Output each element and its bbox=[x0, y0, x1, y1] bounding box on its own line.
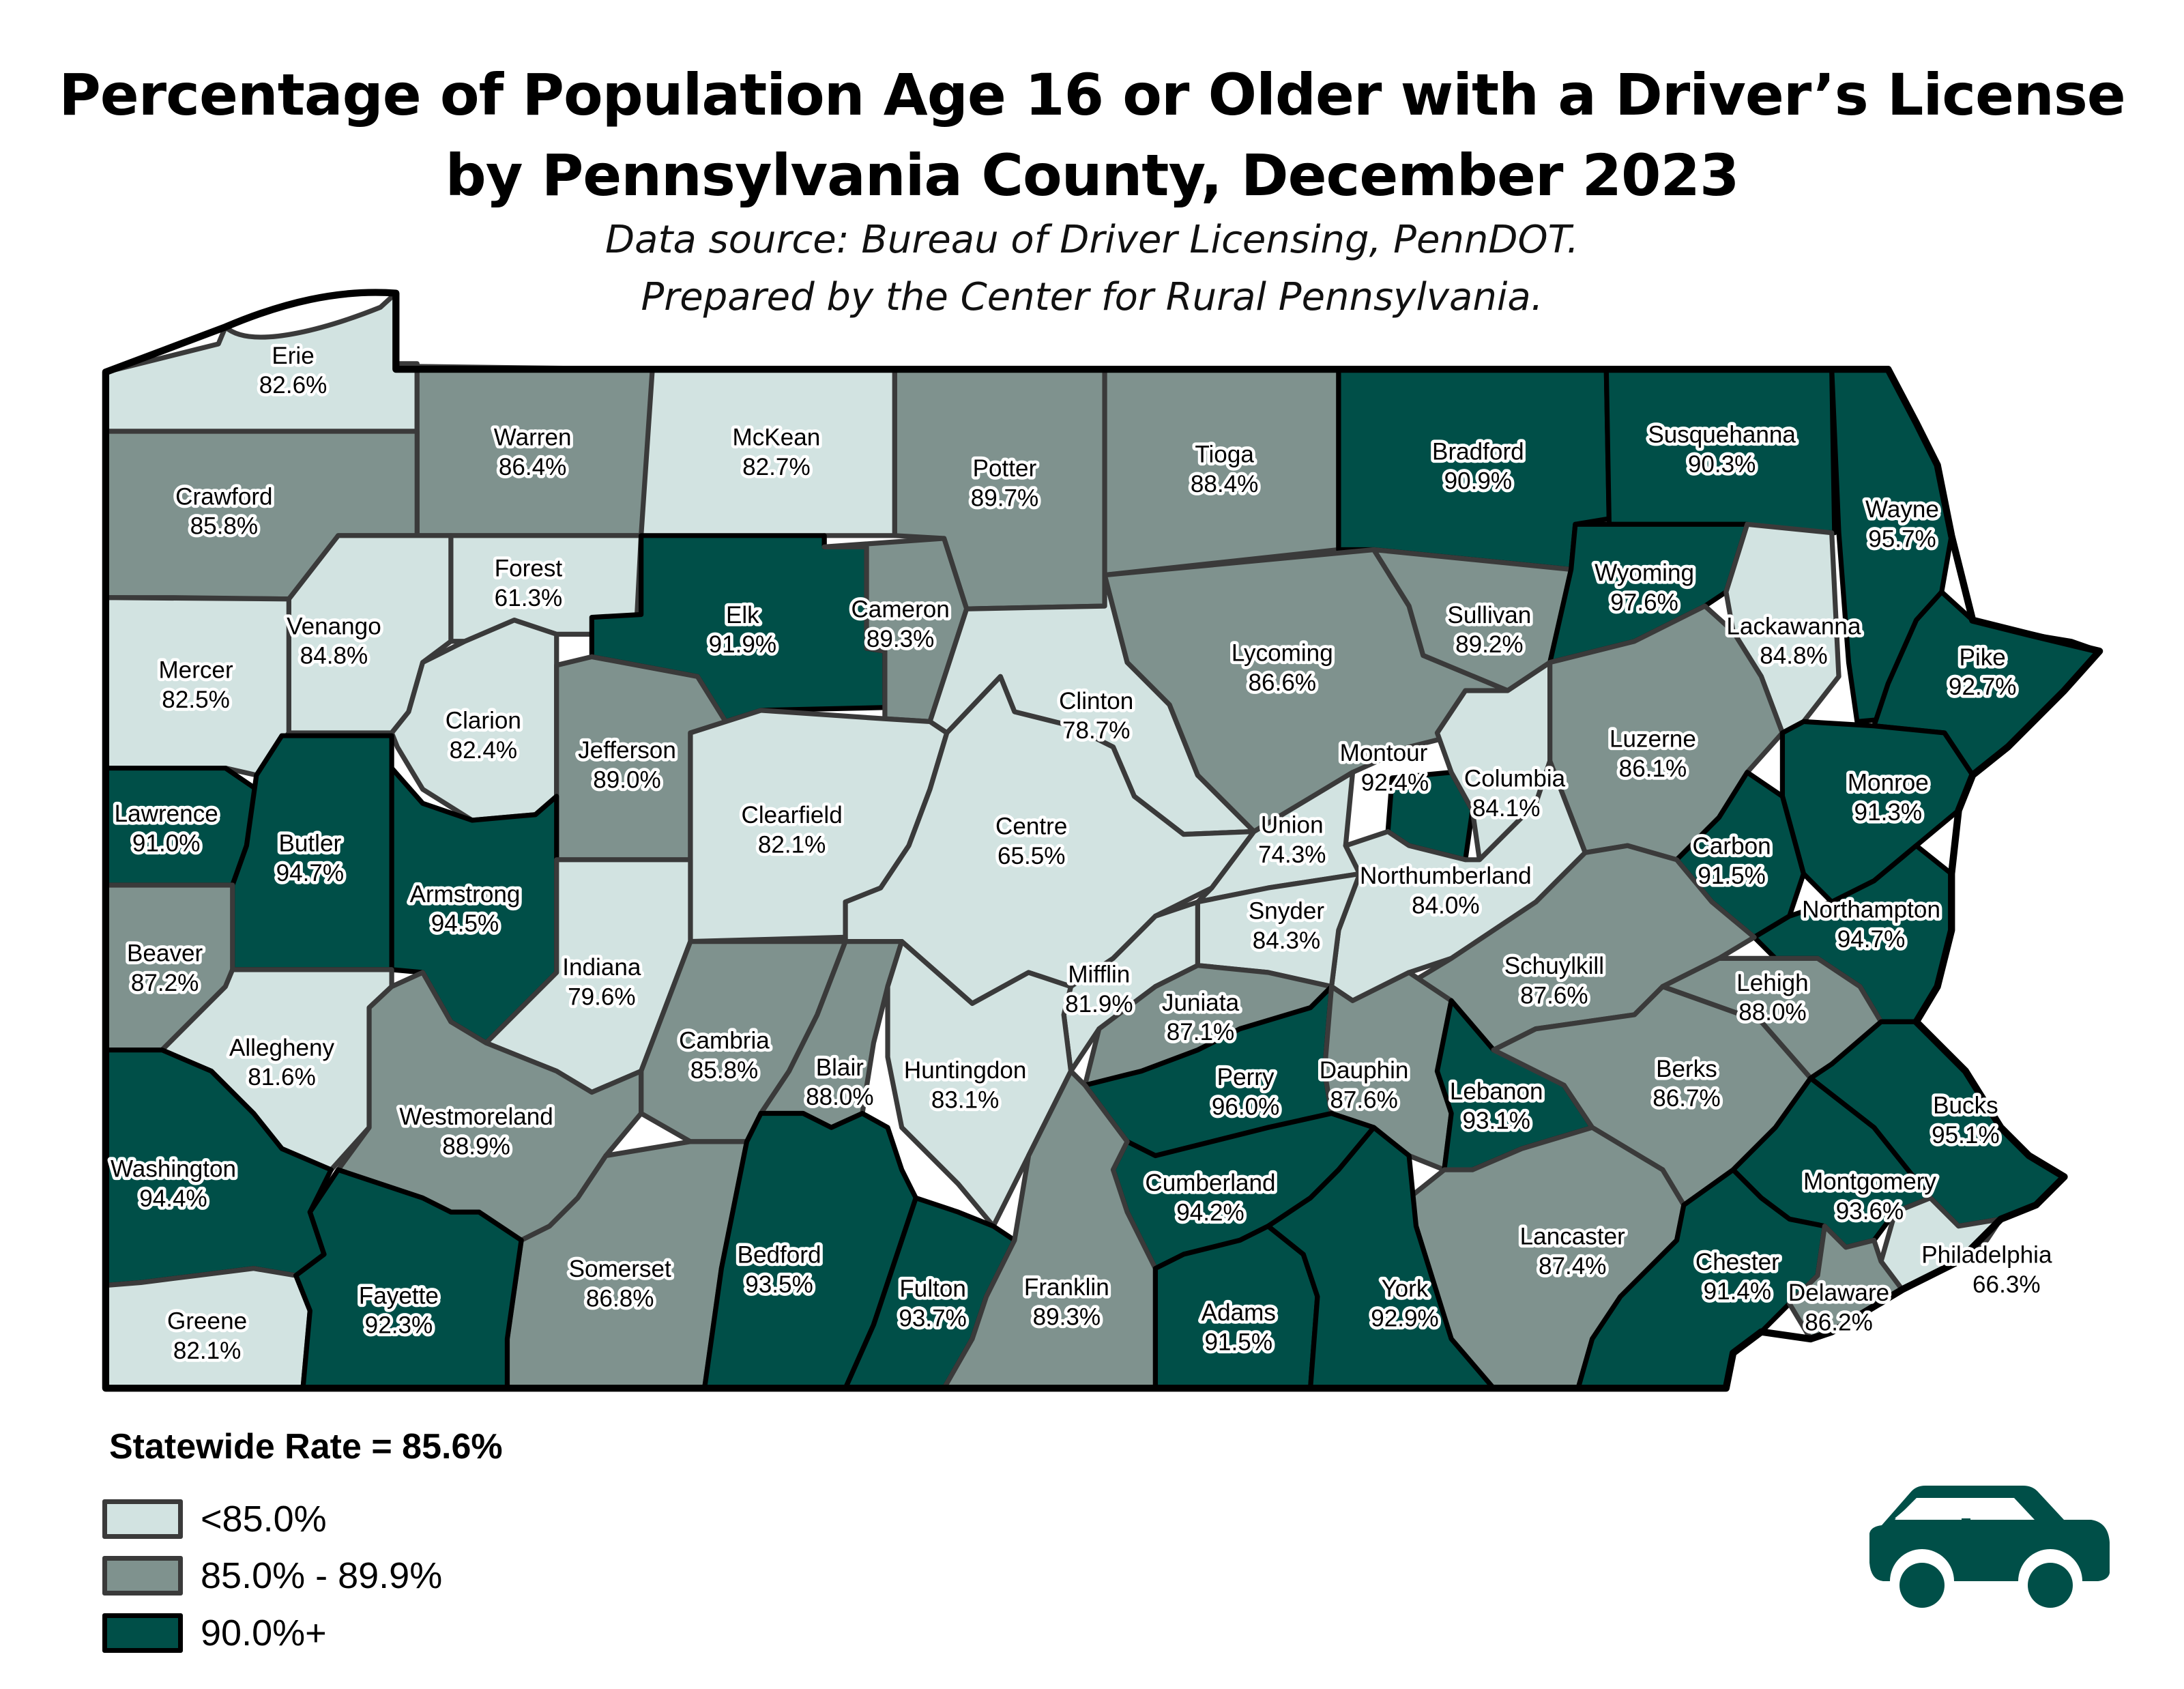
legend-swatch-low bbox=[102, 1499, 183, 1539]
county-labels: Erie 82.6% Warren 86.4% McKean 82.7% Potter… bbox=[107, 339, 2055, 1367]
statewide-rate: Statewide Rate = 85.6% bbox=[109, 1427, 503, 1467]
legend-item-low: <85.0% bbox=[102, 1498, 327, 1540]
legend-swatch-mid bbox=[102, 1556, 183, 1596]
legend-item-high: 90.0%+ bbox=[102, 1612, 327, 1654]
data-source-line: Data source: Bureau of Driver Licensing,… bbox=[605, 218, 1579, 262]
legend-label-mid: 85.0% - 89.9% bbox=[201, 1555, 443, 1596]
map-title-line2: by Pennsylvania County, December 2023 bbox=[445, 142, 1740, 209]
legend-item-mid: 85.0% - 89.9% bbox=[102, 1555, 442, 1597]
map-title: Percentage of Population Age 16 or Older… bbox=[0, 55, 2184, 216]
car-icon bbox=[1869, 1486, 2110, 1608]
legend-label-high: 90.0%+ bbox=[201, 1613, 327, 1654]
map-title-line1: Percentage of Population Age 16 or Older… bbox=[59, 61, 2126, 128]
map-subtitle: Data source: Bureau of Driver Licensing,… bbox=[0, 212, 2184, 326]
legend-label-low: <85.0% bbox=[201, 1499, 327, 1540]
county-warren[interactable] bbox=[414, 364, 655, 538]
county-york[interactable] bbox=[1266, 1125, 1496, 1391]
state-outline bbox=[102, 289, 2103, 1392]
county-franklin[interactable] bbox=[942, 1068, 1159, 1391]
legend-swatch-high bbox=[102, 1613, 183, 1653]
prepared-by-line: Prepared by the Center for Rural Pennsyl… bbox=[641, 275, 1543, 319]
